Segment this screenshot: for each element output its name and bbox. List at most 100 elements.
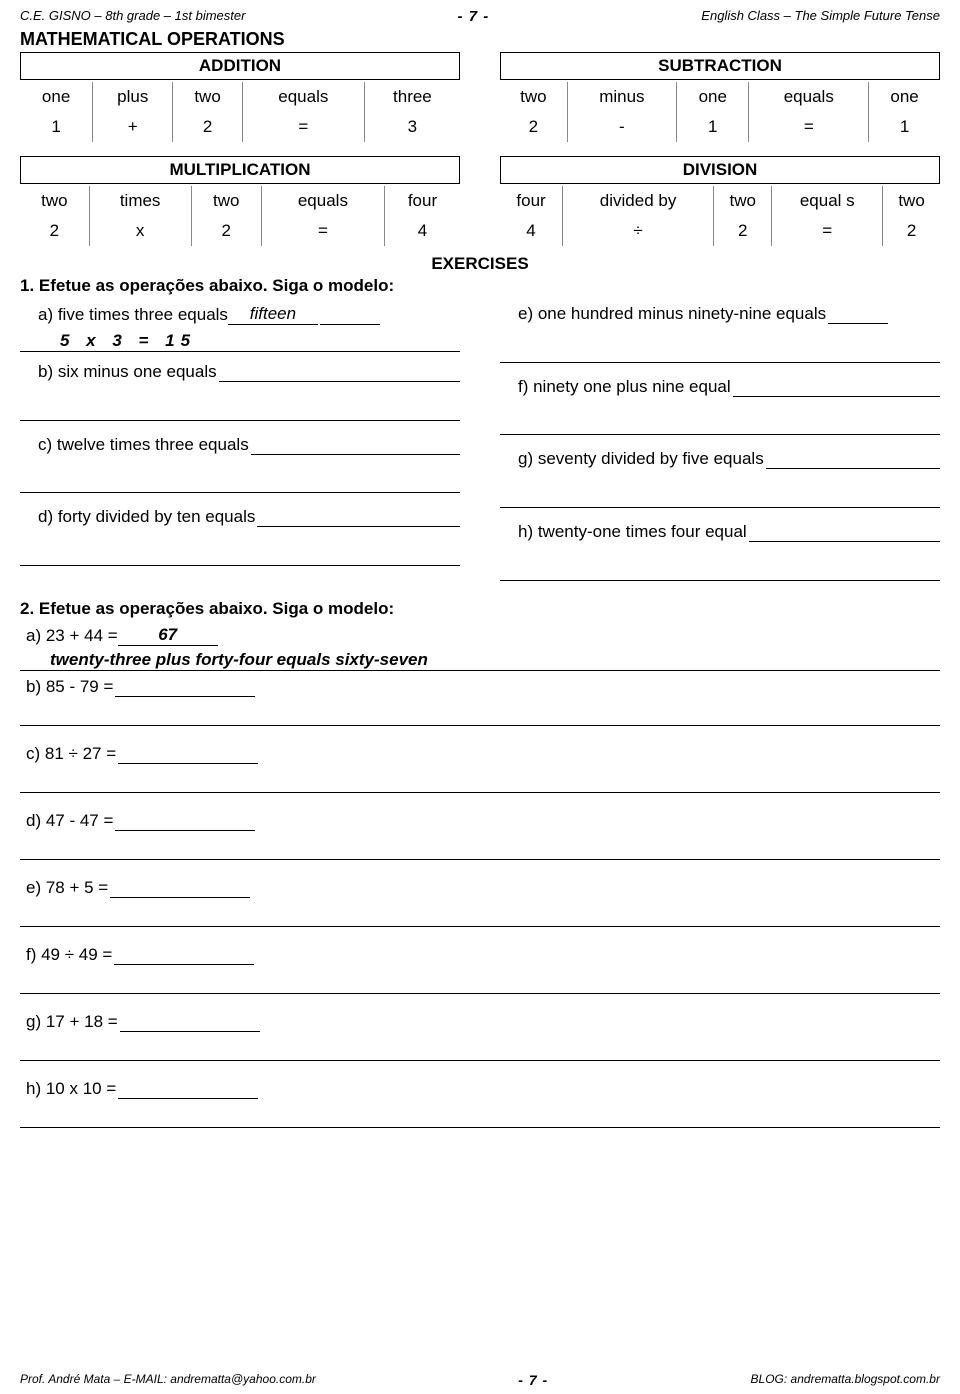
ex1-instruction: 1. Efetue as operações abaixo. Siga o mo… <box>20 276 940 296</box>
ex1-row-a: a) five times three equals fifteen 5 x 3… <box>20 300 940 581</box>
addition-table: one plus two equals three 1 + 2 = 3 <box>20 82 460 142</box>
blank-line <box>20 993 940 994</box>
cell: one <box>20 82 93 112</box>
cell: 2 <box>500 112 567 142</box>
cell: + <box>93 112 173 142</box>
ex1-a: a) five times three equals <box>38 305 228 325</box>
cell: one <box>869 82 940 112</box>
ex1-d: d) forty divided by ten equals <box>38 507 255 527</box>
cell: plus <box>93 82 173 112</box>
cell: two <box>714 186 772 216</box>
blank-line <box>20 859 940 860</box>
header-center: - 7 - <box>458 8 490 25</box>
blank-line <box>20 1127 940 1128</box>
blank <box>115 678 255 697</box>
blank-line <box>20 926 940 927</box>
blank-line <box>500 562 940 581</box>
subtraction-block: SUBTRACTION two minus one equals one 2 -… <box>500 52 940 142</box>
ex2-b: b) 85 - 79 = <box>26 677 113 697</box>
footer-left: Prof. André Mata – E-MAIL: andrematta@ya… <box>20 1372 316 1388</box>
cell: 2 <box>883 216 940 246</box>
ex2-e: e) 78 + 5 = <box>26 878 108 898</box>
cell: 2 <box>173 112 243 142</box>
blank-line <box>500 417 940 436</box>
ex1-f: f) ninety one plus nine equal <box>518 377 731 397</box>
multiplication-table: two times two equals four 2 x 2 = 4 <box>20 186 460 246</box>
ex2-g: g) 17 + 18 = <box>26 1012 118 1032</box>
cell: 1 <box>677 112 749 142</box>
cell: two <box>191 186 261 216</box>
header-right: English Class – The Simple Future Tense <box>701 8 940 25</box>
cell: three <box>364 82 460 112</box>
ex1-g: g) seventy divided by five equals <box>518 449 764 469</box>
cell: equals <box>261 186 384 216</box>
cell: 2 <box>20 216 89 246</box>
page-footer: Prof. André Mata – E-MAIL: andrematta@ya… <box>20 1372 940 1388</box>
ex1-a-numeric: 5 x 3 = 15 <box>20 331 460 352</box>
blank <box>120 1013 260 1032</box>
footer-right: BLOG: andrematta.blogspot.com.br <box>751 1372 940 1388</box>
blank-line <box>20 1060 940 1061</box>
cell: two <box>883 186 940 216</box>
cell: equals <box>242 82 364 112</box>
ex2-c: c) 81 ÷ 27 = <box>26 744 116 764</box>
multiplication-block: MULTIPLICATION two times two equals four… <box>20 156 460 246</box>
blank-line <box>20 725 940 726</box>
division-block: DIVISION four divided by two equal s two… <box>500 156 940 246</box>
blank-line <box>20 475 460 494</box>
blank-line <box>500 489 940 508</box>
cell: 2 <box>714 216 772 246</box>
cell: ÷ <box>563 216 714 246</box>
exercises-title: EXERCISES <box>20 254 940 274</box>
cell: four <box>384 186 460 216</box>
blank-line <box>20 547 460 566</box>
section-title: MATHEMATICAL OPERATIONS <box>20 29 940 50</box>
cell: 1 <box>20 112 93 142</box>
cell: four <box>500 186 563 216</box>
blank-line <box>20 402 460 421</box>
cell: = <box>242 112 364 142</box>
cell: x <box>89 216 191 246</box>
blank-line <box>20 792 940 793</box>
cell: divided by <box>563 186 714 216</box>
blank <box>118 745 258 764</box>
cell: = <box>261 216 384 246</box>
subtraction-title: SUBTRACTION <box>500 52 940 80</box>
ex2-d: d) 47 - 47 = <box>26 811 113 831</box>
cell: two <box>20 186 89 216</box>
addition-block: ADDITION one plus two equals three 1 + 2… <box>20 52 460 142</box>
cell: 2 <box>191 216 261 246</box>
cell: two <box>173 82 243 112</box>
cell: - <box>567 112 676 142</box>
ex1-a-answer: fifteen <box>228 304 318 325</box>
ex1-b: b) six minus one equals <box>38 362 217 382</box>
multiplication-title: MULTIPLICATION <box>20 156 460 184</box>
cell: 4 <box>384 216 460 246</box>
cell: equal s <box>772 186 883 216</box>
operations-row-1: ADDITION one plus two equals three 1 + 2… <box>20 52 940 142</box>
cell: minus <box>567 82 676 112</box>
ex1-h: h) twenty-one times four equal <box>518 522 747 542</box>
cell: = <box>772 216 883 246</box>
cell: 4 <box>500 216 563 246</box>
cell: 3 <box>364 112 460 142</box>
page-header: C.E. GISNO – 8th grade – 1st bimester - … <box>20 8 940 25</box>
blank <box>118 1080 258 1099</box>
cell: = <box>749 112 869 142</box>
blank <box>115 812 255 831</box>
ex2-h: h) 10 x 10 = <box>26 1079 116 1099</box>
ex2-a-written: twenty-three plus forty-four equals sixt… <box>20 650 940 671</box>
blank-line <box>500 344 940 363</box>
division-title: DIVISION <box>500 156 940 184</box>
cell: 1 <box>869 112 940 142</box>
cell: times <box>89 186 191 216</box>
ex2-a-answer: 67 <box>118 625 218 646</box>
cell: equals <box>749 82 869 112</box>
blank <box>110 879 250 898</box>
subtraction-table: two minus one equals one 2 - 1 = 1 <box>500 82 940 142</box>
header-left: C.E. GISNO – 8th grade – 1st bimester <box>20 8 245 25</box>
footer-center: - 7 - <box>518 1372 548 1388</box>
division-table: four divided by two equal s two 4 ÷ 2 = … <box>500 186 940 246</box>
ex2-f: f) 49 ÷ 49 = <box>26 945 112 965</box>
ex2-a: a) 23 + 44 = <box>26 626 118 646</box>
